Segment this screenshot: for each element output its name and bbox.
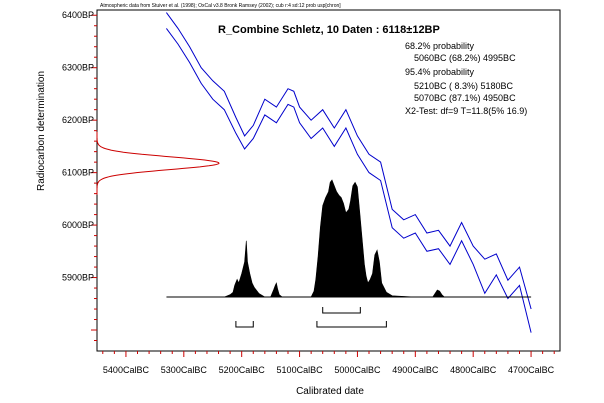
range-95-bracket [235, 321, 254, 328]
posterior-distribution [189, 179, 532, 298]
chart-series [96, 12, 532, 333]
y-axis-tick-labels: 6400BP 6300BP 6200BP 6100BP 6000BP 5900BP [62, 10, 94, 282]
annotation-chi-square: X2-Test: df=9 T=11.8(5% 16.9) [405, 106, 527, 116]
attribution-text: Atmospheric data from Stuiver et al. (19… [100, 3, 341, 9]
x-axis-label: Calibrated date [296, 386, 364, 397]
range-95-bracket [316, 321, 387, 328]
annotations: 68.2% probability 5060BC (68.2%) 4995BC … [405, 41, 527, 116]
annotation-68-range: 5060BC (68.2%) 4995BC [414, 53, 516, 63]
chart-title: R_Combine Schletz, 10 Daten : 6118±12BP [218, 24, 440, 36]
x-tick-label: 4800CalBC [450, 365, 497, 375]
calibration-curve-lower [165, 28, 532, 333]
annotation-68-heading: 68.2% probability [405, 41, 475, 51]
annotation-95-range-2: 5070BC (87.1%) 4950BC [414, 93, 516, 103]
y-tick-label: 5900BP [62, 273, 94, 283]
x-tick-label: 5100CalBC [277, 365, 324, 375]
y-tick-label: 6000BP [62, 220, 94, 230]
x-tick-label: 4900CalBC [392, 365, 439, 375]
radiocarbon-distribution-curve [96, 131, 220, 195]
x-tick-label: 5000CalBC [334, 365, 381, 375]
y-tick-label: 6300BP [62, 63, 94, 73]
y-tick-label: 6100BP [62, 168, 94, 178]
y-tick-label: 6200BP [62, 115, 94, 125]
x-tick-label: 5300CalBC [161, 365, 208, 375]
y-axis-label: Radiocarbon determination [36, 71, 47, 191]
annotation-95-range-1: 5210BC ( 8.3%) 5180BC [414, 81, 514, 91]
range-68-bracket [322, 307, 361, 314]
y-tick-label: 6400BP [62, 10, 94, 20]
x-tick-label: 4700CalBC [508, 365, 555, 375]
x-axis-ticks [102, 351, 555, 357]
x-axis-tick-labels: 5400CalBC 5300CalBC 5200CalBC 5100CalBC 5000… [103, 365, 555, 375]
x-tick-label: 5400CalBC [103, 365, 150, 375]
plot-frame [96, 9, 561, 352]
annotation-95-heading: 95.4% probability [405, 67, 475, 77]
x-tick-label: 5200CalBC [219, 365, 266, 375]
range-brackets [235, 307, 387, 328]
calibration-curve-upper [165, 12, 532, 310]
